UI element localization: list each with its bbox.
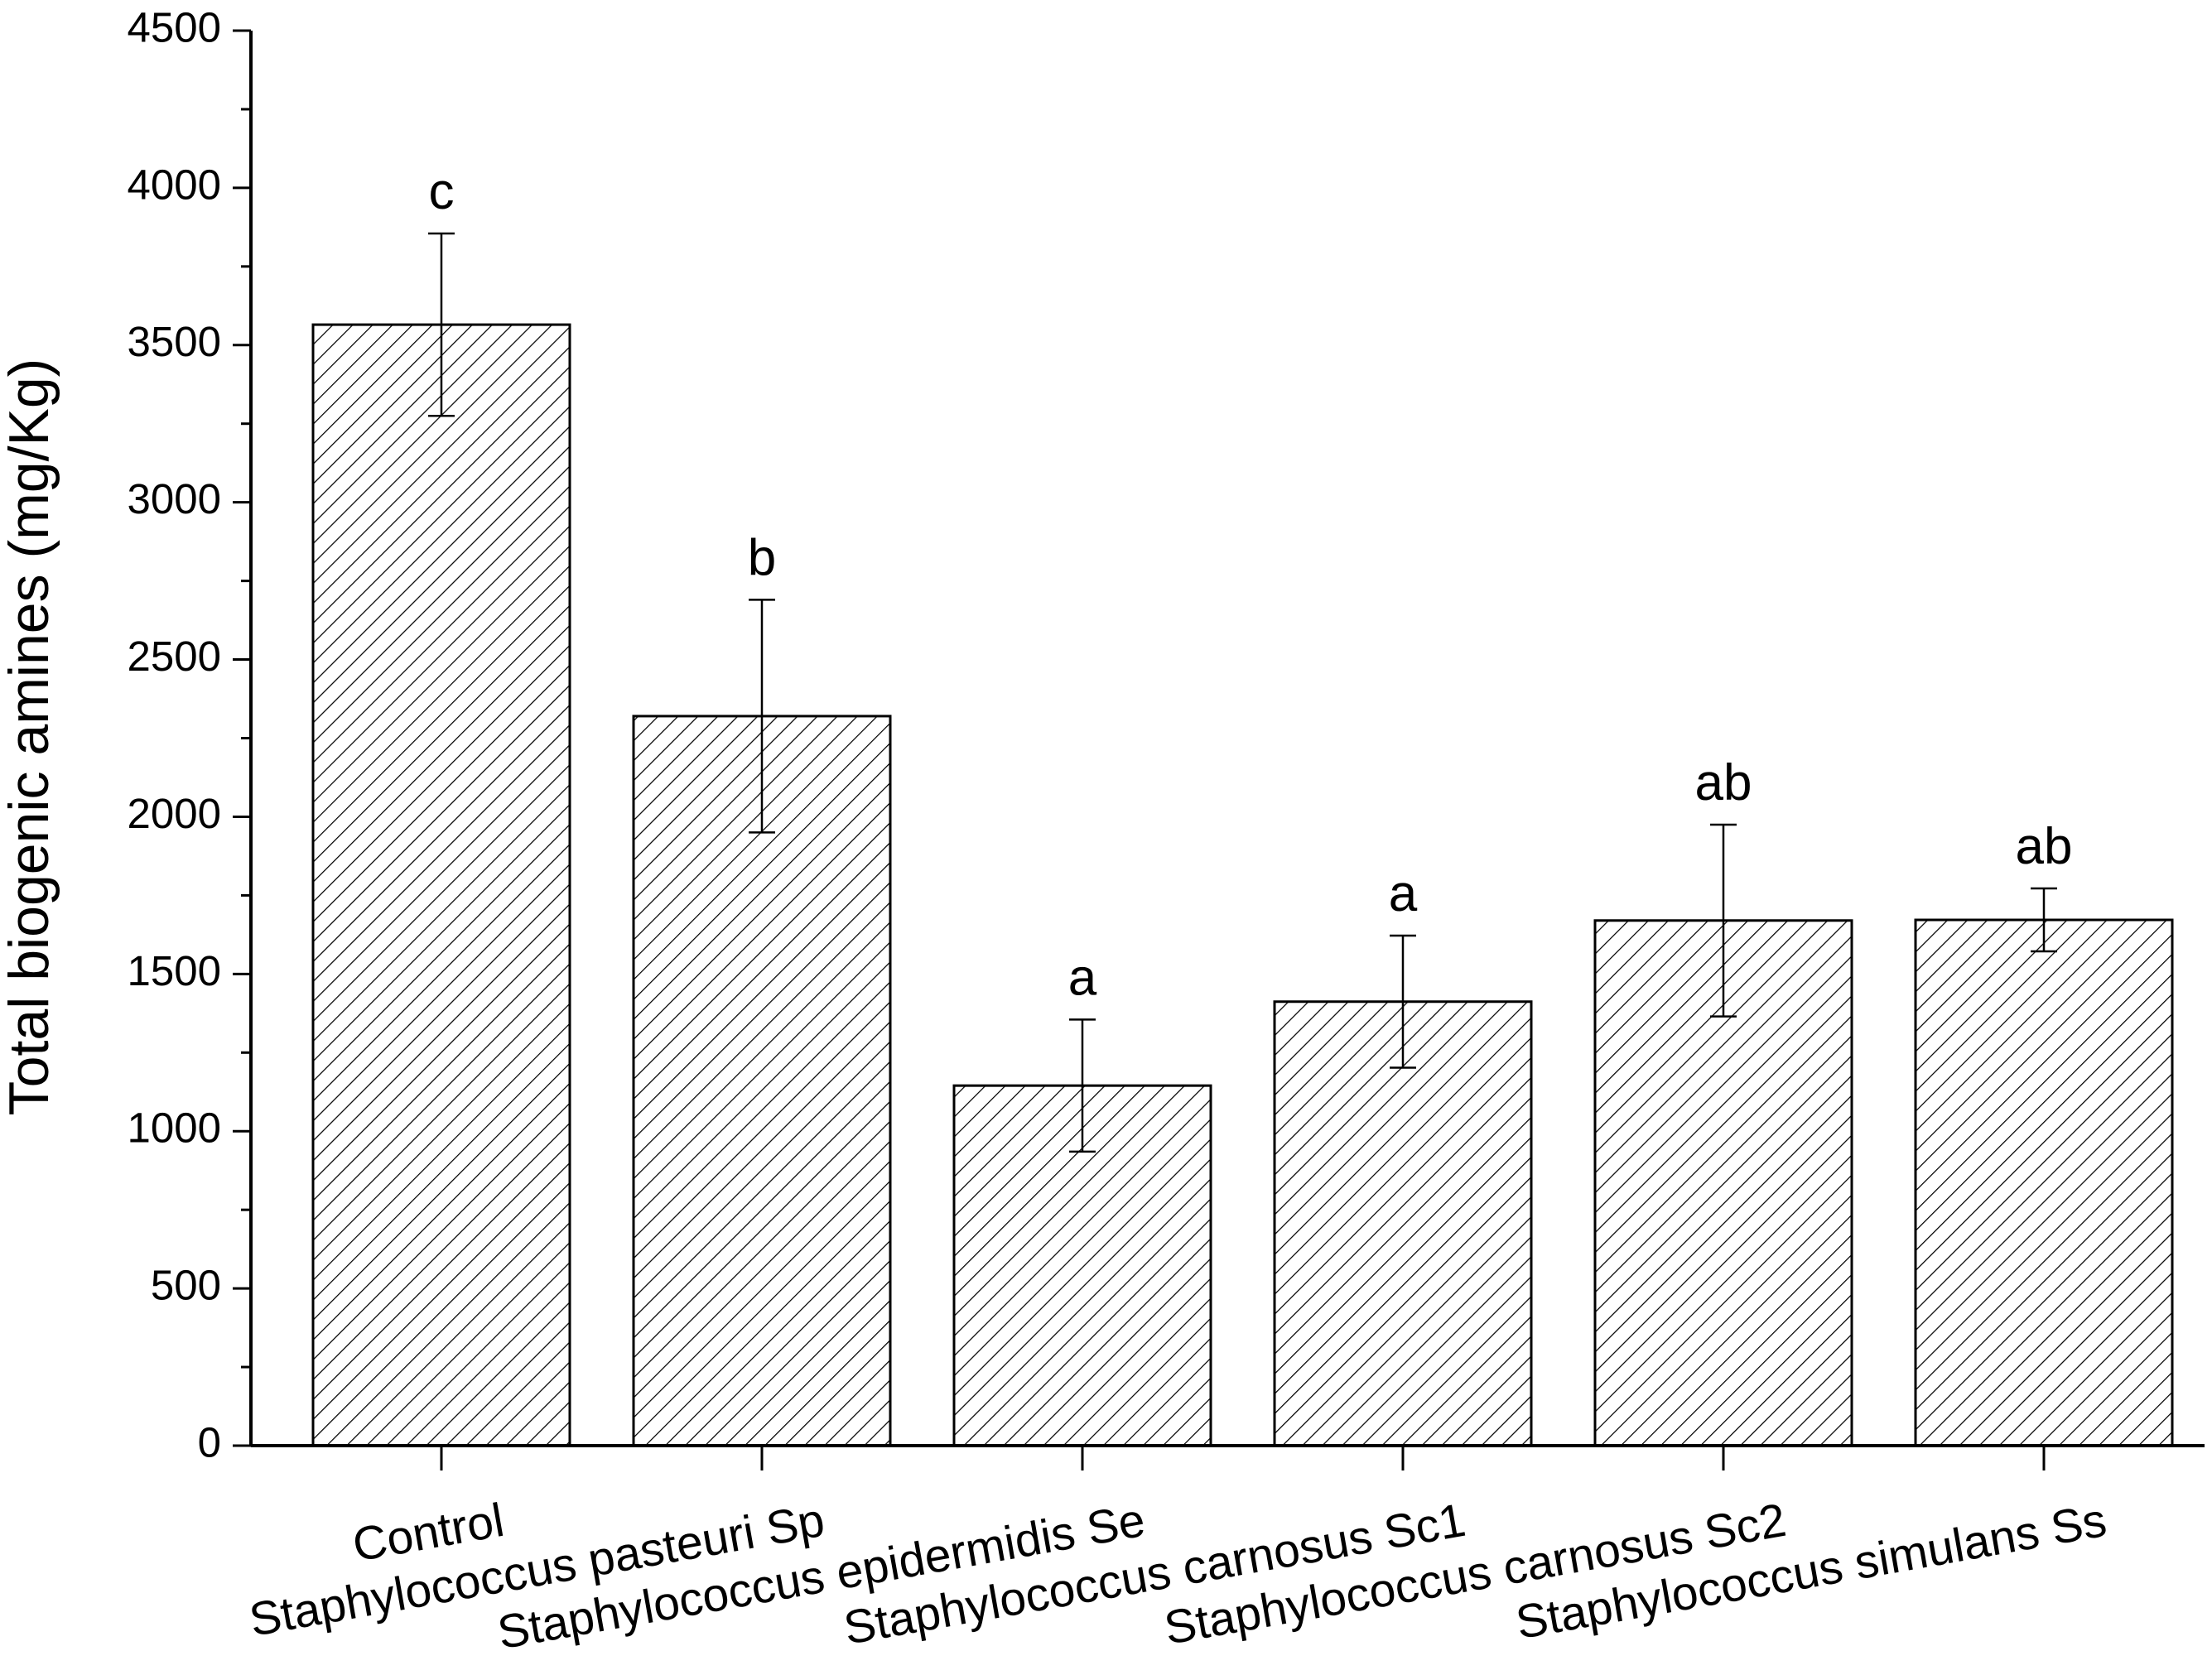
y-tick-label: 4500 bbox=[128, 3, 221, 51]
significance-letter: ab bbox=[2016, 818, 2073, 875]
significance-letter: c bbox=[429, 163, 455, 220]
y-tick-label: 3000 bbox=[128, 475, 221, 522]
y-tick-label: 2000 bbox=[128, 790, 221, 837]
significance-letter: b bbox=[748, 529, 776, 586]
y-tick-label: 1000 bbox=[128, 1105, 221, 1152]
y-tick-label: 2500 bbox=[128, 633, 221, 680]
bar bbox=[311, 323, 571, 1447]
significance-letter: a bbox=[1389, 865, 1418, 922]
y-tick-label: 4000 bbox=[128, 161, 221, 208]
y-tick-label: 1500 bbox=[128, 947, 221, 994]
y-tick-label: 0 bbox=[198, 1418, 221, 1466]
y-tick-label: 3500 bbox=[128, 318, 221, 365]
bar bbox=[1273, 1000, 1533, 1447]
significance-letter: a bbox=[1068, 949, 1097, 1006]
y-tick-label: 500 bbox=[151, 1262, 221, 1309]
bar bbox=[632, 715, 892, 1447]
y-axis-title: Total biogenic amines (mg/Kg) bbox=[0, 359, 60, 1116]
bar bbox=[1914, 918, 2174, 1447]
significance-letter: ab bbox=[1695, 754, 1752, 811]
